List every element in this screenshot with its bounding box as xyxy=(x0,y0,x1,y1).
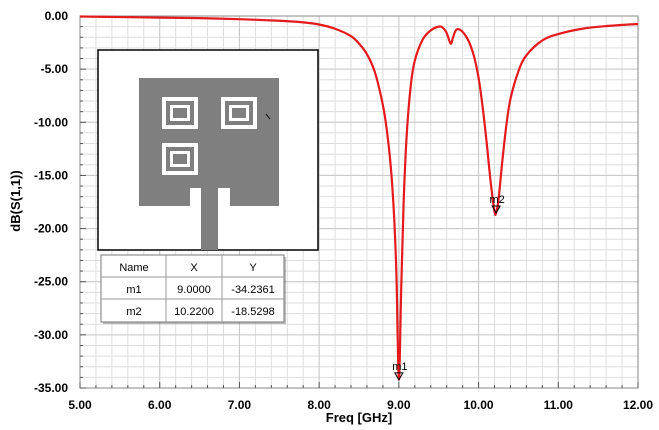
markers: m1 m2 xyxy=(392,194,505,381)
x-tick-label: 12.00 xyxy=(623,398,653,412)
ring-resonator-1 xyxy=(162,97,198,129)
table-header-x: X xyxy=(190,262,198,274)
feed-line xyxy=(201,188,218,250)
ring-resonator-2 xyxy=(221,97,257,129)
y-tick-label: -5.00 xyxy=(41,62,69,76)
marker-m1-triangle xyxy=(393,372,404,381)
x-tick-label: 7.00 xyxy=(228,398,252,412)
table-cell-m2-name: m2 xyxy=(126,306,141,318)
y-tick-label: -25.00 xyxy=(34,275,68,289)
x-tick-label: 8.00 xyxy=(307,398,331,412)
patch-ground xyxy=(139,78,279,206)
y-tick-label: -35.00 xyxy=(34,381,68,395)
table-cell-m1-x: 9.0000 xyxy=(177,284,211,296)
table-header-y: Y xyxy=(249,262,257,274)
table-cell-m2-y: -18.5298 xyxy=(231,306,274,318)
x-axis-label: Freq [GHz] xyxy=(326,410,392,425)
table-cell-m1-y: -34.2361 xyxy=(231,284,274,296)
marker-table: Name X Y m1 9.0000 -34.2361 m2 10.2200 -… xyxy=(100,254,286,324)
table-header-name: Name xyxy=(119,262,148,274)
x-tick-label: 6.00 xyxy=(148,398,172,412)
plot-frame xyxy=(79,15,639,389)
marker-m1-label: m1 xyxy=(392,361,407,373)
y-axis-label: dB(S(1,1)) xyxy=(8,170,23,231)
marker-m2-label: m2 xyxy=(489,194,504,206)
plot-area xyxy=(79,15,639,381)
marker-m2-triangle xyxy=(491,205,501,214)
y-tick-label: 0.00 xyxy=(45,9,69,23)
x-tick-label: 9.00 xyxy=(387,398,411,412)
y-tick-label: -20.00 xyxy=(34,222,68,236)
table-cell-m1-name: m1 xyxy=(126,284,141,296)
x-tick-label: 11.00 xyxy=(544,398,574,412)
series-line-0 xyxy=(79,15,639,381)
antenna-inset xyxy=(97,49,319,251)
axes: 5.00 6.00 7.00 8.00 9.00 10.00 11.00 12.00 0.00 -… xyxy=(34,9,653,412)
ring-resonator-3 xyxy=(162,143,198,175)
tick-mark-artifact xyxy=(265,113,271,120)
y-tick-label: -10.00 xyxy=(34,115,68,129)
y-tick-label: -30.00 xyxy=(34,328,68,342)
x-tick-label: 10.00 xyxy=(464,398,494,412)
x-tick-label: 5.00 xyxy=(68,398,92,412)
table-cell-m2-x: 10.2200 xyxy=(174,306,214,318)
y-tick-label: -15.00 xyxy=(34,168,68,182)
